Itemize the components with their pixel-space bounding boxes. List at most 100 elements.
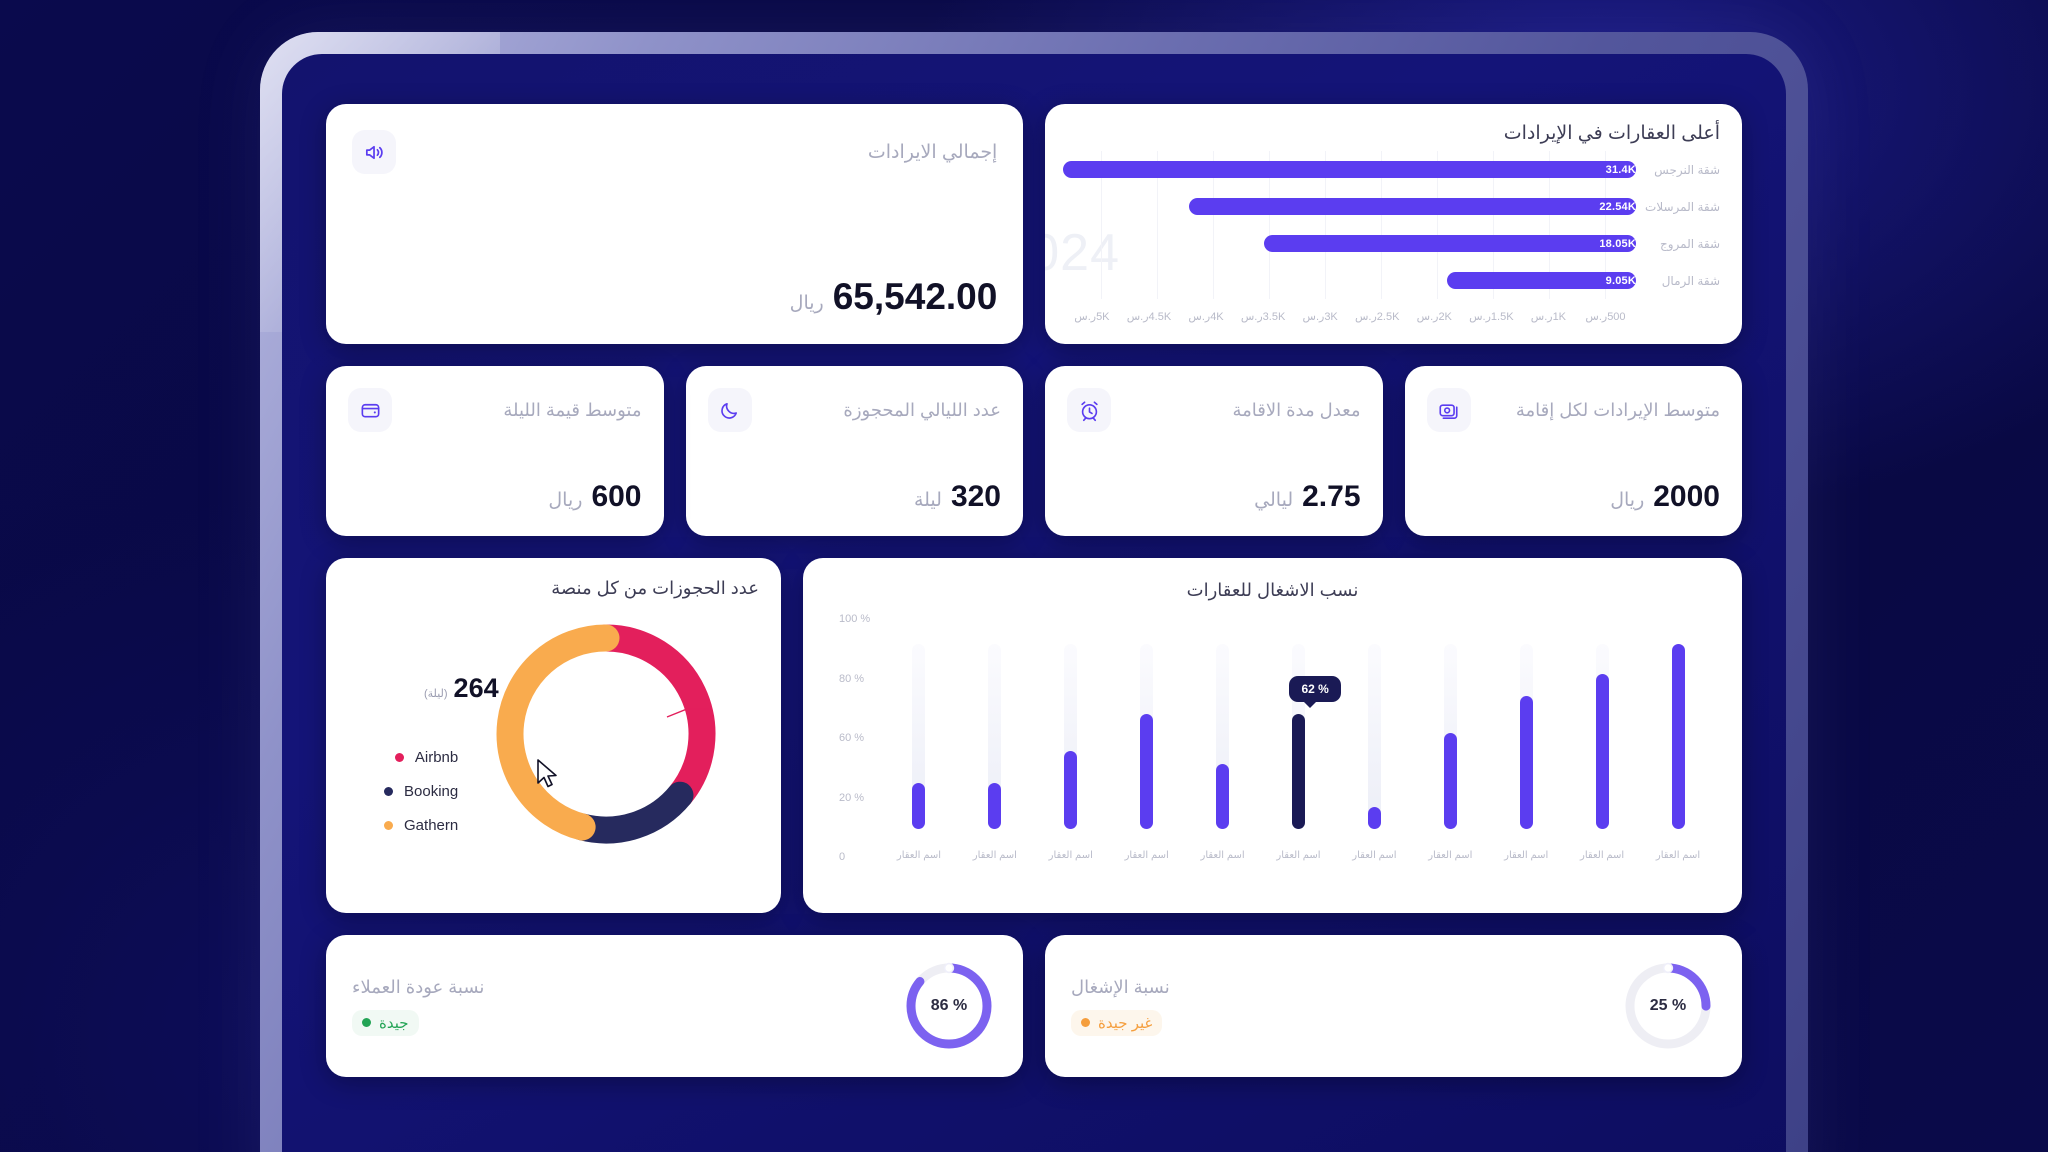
total-revenue-card: إجمالي الايرادات 65,542.00 ريال [326,104,1024,344]
occupancy-y-tick: % 20 [839,791,865,804]
occupancy-bar-label: اسم العقار [972,850,1017,861]
occupancy-bar[interactable] [1443,732,1457,829]
occupancy-column[interactable]: اسم العقار [972,611,1018,863]
kpi-header: معدل مدة الاقامة [1067,388,1361,432]
occupancy-column[interactable]: اسم العقار [896,611,942,863]
revenue-x-tick: 3.5Kر.س [1240,310,1286,323]
donut-legend-item[interactable]: Booking [384,783,458,800]
occupancy-column[interactable]: اسم العقار [1503,611,1549,863]
kpi-value: 2000 ريال [1427,480,1720,514]
occupancy-bar[interactable] [1519,695,1533,829]
occupancy-y-tick: % 60 [839,732,865,744]
status-dot [362,1018,371,1027]
occupancy-bars: اسم العقار اسم العقار اسم العقار اسم العقار… [881,611,1716,897]
revenue-bar[interactable]: 9.05K [1447,272,1636,289]
occupancy-y-tick: % 80 [839,672,865,685]
revenue-bars: شقة النرجس 31.4K شقة المرسلات 22.54K شقة الم… [1063,151,1720,299]
row-top: أعلى العقارات في الإيرادات 2024 شقة النر… [326,104,1742,344]
occupancy-column[interactable]: اسم العقار [1124,611,1170,863]
revenue-gridline [1381,151,1382,299]
revenue-bar-label: شقة النرجس [1654,162,1720,177]
tablet-frame: أعلى العقارات في الإيرادات 2024 شقة النر… [260,32,1808,1152]
revenue-bar[interactable]: 22.54K [1189,198,1636,215]
gauge-title: نسبة الإشغال [1071,976,1170,997]
donut-segment[interactable] [568,781,694,844]
revenue-bar-row[interactable]: شقة المروج 18.05K [1063,235,1720,252]
row-gauges: نسبة الإشغال غير جيدة % 25 نسبة عودة العملا… [326,935,1742,1077]
revenue-gridline [1213,151,1214,299]
donut-legend-item[interactable]: Gathern [384,817,458,834]
donut-chart-title: عدد الحجوزات من كل منصة [551,578,759,598]
occupancy-bar-label: اسم العقار [1124,850,1169,861]
occupancy-bar-label: اسم العقار [1048,850,1093,861]
revenue-bar[interactable]: 31.4K [1063,161,1636,178]
occupancy-bar-label: اسم العقار [1352,850,1397,861]
revenue-x-tick: 1.5Kر.س [1469,310,1514,323]
total-revenue-number: 65,542.00 [832,276,998,317]
revenue-x-axis: 500ر.س 1Kر.س 1.5Kر.س 2Kر.س 2.5Kر.س 3Kر.س 3.5Kر… [1063,303,1634,329]
legend-label: Gathern [404,817,459,834]
kpi-number: 2.75 [1302,480,1361,513]
occupancy-tooltip: % 62 [1289,676,1341,709]
total-revenue-unit: ريال [789,293,824,314]
occupancy-y-axis: % 100 % 80 % 60 % 20 0 [829,611,881,897]
kpi-unit: ريال [1610,490,1645,511]
occupancy-column[interactable]: اسم العقار [1351,611,1397,863]
gauge-card: نسبة عودة العملاء جيدة % 86 [326,935,1023,1077]
wallet-icon [348,388,392,432]
occupancy-bar[interactable] [988,782,1002,829]
occupancy-bar-label: اسم العقار [1200,850,1245,861]
kpi-header: متوسط الإيرادات لكل إقامة [1426,388,1720,432]
occupancy-column[interactable]: اسم العقار [1200,611,1246,863]
revenue-gridline [1437,151,1438,299]
donut-legend-item[interactable]: Airbnb [384,749,458,766]
kpi-number: 320 [950,480,1001,513]
revenue-x-tick: 2.5Kر.س [1355,310,1400,323]
revenue-bar-row[interactable]: شقة النرجس 31.4K [1063,161,1720,178]
alarm-clock-icon [1067,388,1111,432]
revenue-gridline [1549,151,1550,299]
legend-label: Booking [404,783,459,800]
occupancy-bar[interactable] [1671,644,1685,829]
revenue-bar-label: شقة المرسلات [1645,199,1720,214]
total-revenue-header: إجمالي الايرادات [352,130,997,174]
occupancy-bar[interactable] [912,782,926,829]
speaker-icon [352,130,396,174]
revenue-bar-track: 22.54K [1063,198,1636,215]
legend-color-dot [384,787,393,796]
revenue-x-tick: 500ر.س [1585,310,1626,323]
kpi-unit: ليالي [1254,490,1294,511]
donut-segment[interactable] [592,624,716,809]
occupancy-bar[interactable] [1367,806,1381,829]
kpi-title: عدد الليالي المحجوزة [843,399,1001,420]
donut-segment[interactable] [496,624,620,841]
legend-label: Airbnb [414,749,459,766]
occupancy-bar[interactable] [1291,714,1305,829]
occupancy-bar[interactable] [1140,714,1154,829]
revenue-bar[interactable]: 18.05K [1263,235,1636,252]
occupancy-column[interactable]: اسم العقار [1579,611,1625,863]
gauge-text: نسبة عودة العملاء جيدة [352,977,484,1036]
legend-color-dot [384,821,394,830]
occupancy-column[interactable]: اسم العقار [1655,611,1701,863]
revenue-gridline [1101,151,1102,299]
status-dot [1081,1018,1090,1027]
occupancy-column[interactable]: اسم العقار [1048,611,1094,863]
occupancy-chart-title: نسب الاشغال للعقارات [1186,580,1359,600]
donut-total-number: 264 [453,673,499,703]
total-revenue-title: إجمالي الايرادات [867,141,998,163]
revenue-bar-row[interactable]: شقة المرسلات 22.54K [1063,198,1720,215]
occupancy-bar[interactable] [1064,751,1078,829]
donut-total-unit: (ليلة) [424,688,448,700]
revenue-bar-value: 22.54K [1599,200,1636,213]
occupancy-bar[interactable] [1216,764,1230,829]
occupancy-column[interactable]: % 62 اسم العقار [1275,611,1341,863]
kpi-unit: ليلة [913,490,942,511]
occupancy-bar-label: اسم العقار [1655,850,1701,861]
kpi-card: متوسط قيمة الليلة 600 ريال [326,366,664,536]
gauge-ring: % 86 [901,958,997,1054]
occupancy-bar[interactable] [1595,673,1609,829]
occupancy-column[interactable]: اسم العقار [1427,611,1473,863]
revenue-bar-row[interactable]: شقة الرمال 9.05K [1063,272,1720,289]
